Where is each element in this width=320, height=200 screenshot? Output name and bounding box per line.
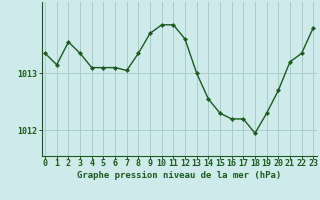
X-axis label: Graphe pression niveau de la mer (hPa): Graphe pression niveau de la mer (hPa) — [77, 171, 281, 180]
